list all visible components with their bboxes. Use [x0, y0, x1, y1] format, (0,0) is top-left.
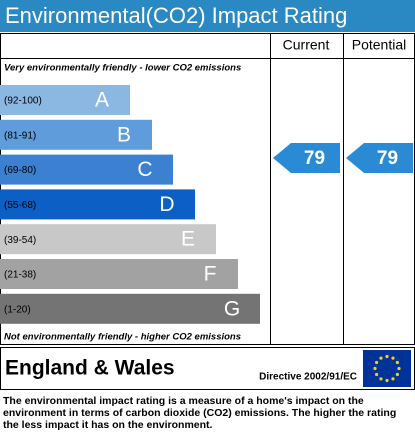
eu-star: [379, 377, 383, 381]
band-range: (69-80): [4, 165, 36, 176]
eu-star: [385, 354, 389, 359]
rating-chart: Environmental(CO2) Impact Rating Current…: [0, 0, 415, 390]
directive: Directive 2002/91/EC: [259, 372, 357, 383]
band-bar: [0, 119, 152, 150]
eu-star: [395, 360, 399, 365]
bands: (92-100) A (81-91) B (69-80) C (55-68) D (39-54)…: [0, 85, 260, 324]
band-range: (92-100): [4, 96, 42, 107]
eu-stars: [373, 354, 401, 383]
band-bar: [0, 293, 260, 324]
band-letter: A: [95, 89, 109, 112]
eu-star: [391, 356, 395, 360]
bottom-note: Not environmentally friendly - higher CO…: [4, 332, 241, 343]
eu-star: [397, 366, 401, 371]
title: Environmental(CO2) Impact Rating: [5, 3, 347, 28]
potential-header: Potential: [352, 37, 406, 53]
band-range: (39-54): [4, 235, 36, 246]
band-range: (1-20): [4, 304, 31, 315]
band-bar: [0, 259, 238, 289]
eu-star: [375, 372, 379, 377]
band-letter: B: [117, 123, 131, 146]
band-range: (55-68): [4, 200, 36, 211]
eu-star: [385, 378, 389, 383]
eu-star: [391, 377, 395, 381]
region: England & Wales: [5, 357, 175, 380]
band-range: (81-91): [4, 130, 36, 141]
band-bar: [0, 189, 195, 220]
eu-star: [373, 366, 377, 371]
band-bar: [0, 224, 216, 255]
rating-arrow: [346, 143, 413, 173]
band-bar: [0, 85, 130, 115]
top-note: Very environmentally friendly - lower CO…: [4, 63, 241, 74]
band-letter: C: [137, 158, 152, 181]
rating-arrows: 79 79: [273, 143, 413, 173]
title-bar: [0, 0, 415, 32]
rating-value: 79: [304, 148, 325, 169]
current-header: Current: [283, 37, 330, 53]
description: The environmental impact rating is a mea…: [3, 395, 397, 431]
band-letter: F: [204, 263, 217, 286]
band-bar: [0, 154, 173, 185]
eu-star: [379, 356, 383, 360]
eu-star: [395, 372, 399, 377]
rating-value: 79: [377, 148, 398, 169]
eu-star: [375, 360, 379, 365]
band-letter: E: [181, 228, 195, 251]
band-range: (21-38): [4, 270, 36, 281]
band-letter: G: [224, 297, 240, 320]
band-letter: D: [159, 193, 174, 216]
rating-arrow: [273, 143, 340, 173]
